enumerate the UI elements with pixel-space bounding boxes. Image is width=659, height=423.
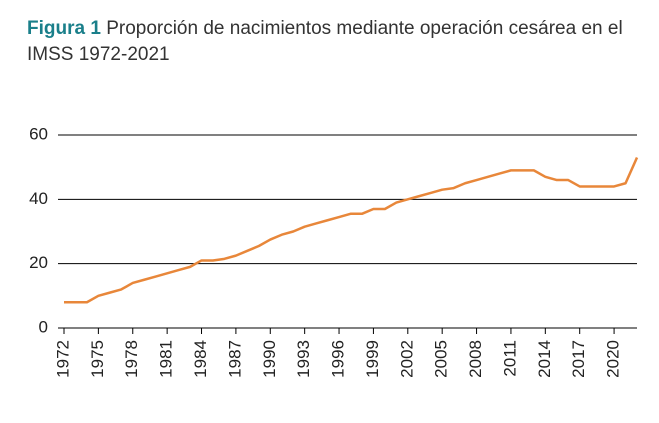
y-tick-label: 20 <box>29 253 48 272</box>
x-tick-label: 1975 <box>88 340 107 378</box>
y-tick-label: 40 <box>29 189 48 208</box>
x-tick-label: 2002 <box>397 340 416 378</box>
title-text: Proporción de nacimientos mediante opera… <box>27 18 623 65</box>
x-tick-label: 2011 <box>500 340 519 377</box>
y-tick-label: 60 <box>29 124 48 143</box>
data-line <box>64 157 639 304</box>
x-tick-label: 1978 <box>122 340 141 378</box>
x-tick-label: 1990 <box>260 340 279 378</box>
x-tick-label: 1993 <box>294 340 313 378</box>
x-tick-label: 2014 <box>535 340 554 378</box>
y-tick-label: 0 <box>39 317 48 336</box>
x-tick-label: 2005 <box>432 340 451 378</box>
x-tick-label: 1999 <box>363 340 382 378</box>
x-tick-label: 1987 <box>225 340 244 378</box>
chart-title: Figura 1 Proporción de nacimientos media… <box>27 16 652 68</box>
x-tick-label: 2017 <box>569 340 588 378</box>
x-tick-label: 2008 <box>466 340 485 378</box>
x-tick-label: 1996 <box>329 340 348 378</box>
x-tick-label: 1972 <box>53 340 72 378</box>
x-tick-label: 1981 <box>157 340 176 378</box>
x-tick-label: 1984 <box>191 340 210 378</box>
x-tick-label: 2020 <box>604 340 623 378</box>
figure-label: Figura 1 <box>27 18 101 39</box>
